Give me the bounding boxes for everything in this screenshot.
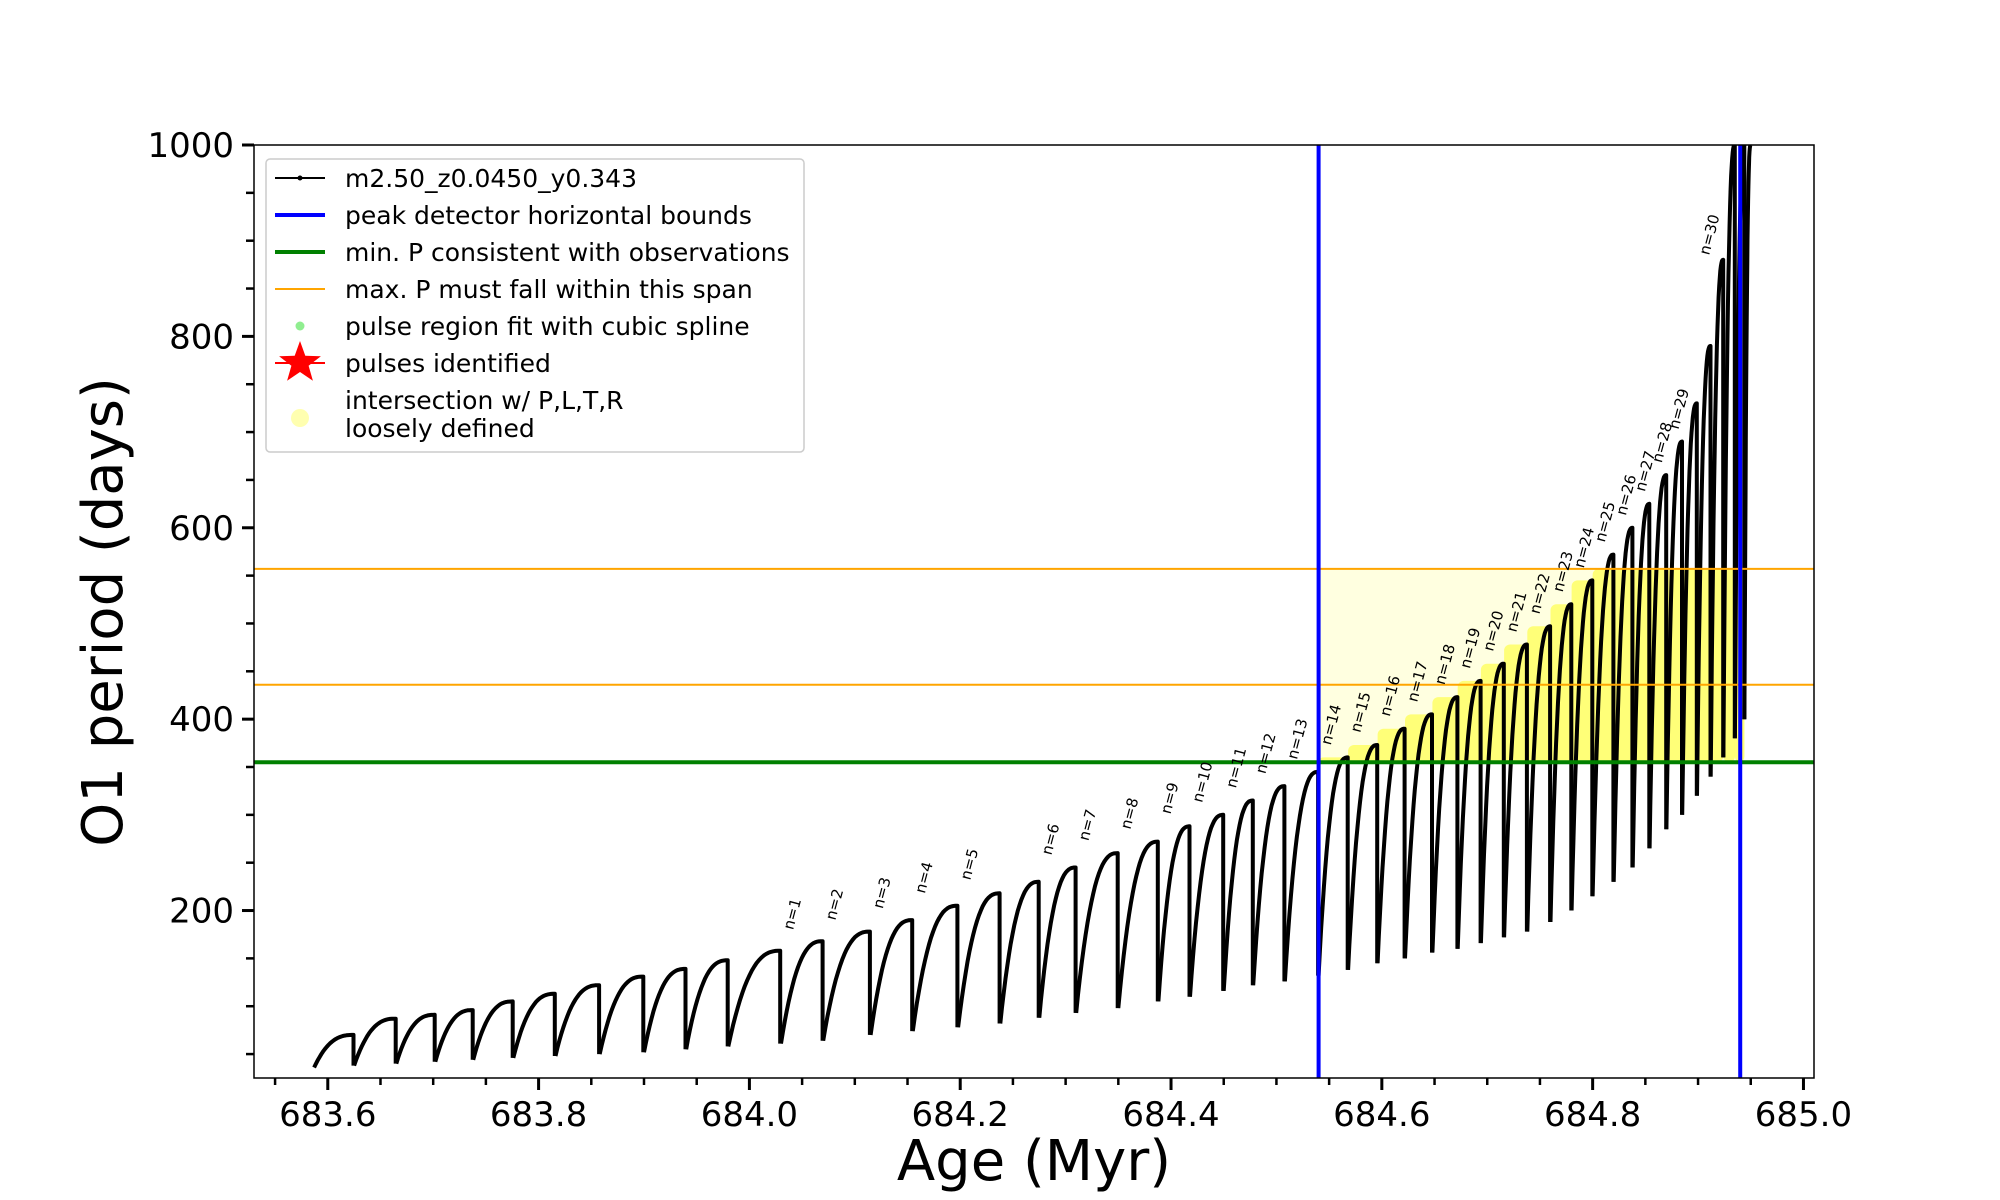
x-tick-label: 683.6 (279, 1095, 376, 1135)
plot-frame (253, 144, 1815, 1079)
period-cycle (1502, 642, 1529, 938)
x-tick-label: 684.8 (1544, 1095, 1641, 1135)
legend-handle-dot (291, 409, 309, 427)
period-cycle (352, 1016, 398, 1067)
period-cycle (1116, 839, 1160, 1009)
period-cycle (511, 991, 557, 1059)
legend-entry: pulses identified (275, 341, 551, 381)
period-cycle (779, 939, 825, 1044)
legend-label: intersection w/ P,L,T,R (345, 386, 624, 415)
intersection-region (1571, 580, 1593, 763)
period-cycle (1188, 812, 1226, 997)
period-cycle (1346, 743, 1380, 971)
period-cycle (1569, 578, 1595, 911)
x-tick-label: 684.6 (1333, 1095, 1430, 1135)
period-cycle (1455, 678, 1483, 949)
period-cycle (1680, 401, 1699, 815)
y-tick-label: 200 (169, 892, 234, 932)
legend-label: peak detector horizontal bounds (345, 201, 752, 230)
x-tick-label: 684.2 (912, 1095, 1009, 1135)
legend-entry: m2.50_z0.0450_y0.343 (275, 164, 637, 193)
period-cycle (433, 1008, 475, 1063)
x-tick-label: 684.0 (701, 1095, 798, 1135)
period-cycle (1664, 439, 1684, 830)
period-cycle (726, 948, 783, 1047)
period-cycle (1548, 602, 1574, 923)
legend-entry: peak detector horizontal bounds (275, 201, 752, 230)
period-cycle (312, 1032, 356, 1069)
legend-label: min. P consistent with observations (345, 238, 790, 267)
period-cycle (1156, 824, 1192, 1002)
x-tick-label: 683.8 (490, 1095, 587, 1135)
axes-layer: 683.6 683.8 684.0 684.2 684.4 684.6 684.8 685.0… (147, 126, 1852, 1135)
period-cycle (394, 1012, 437, 1065)
period-cycle (1037, 865, 1078, 1018)
legend-star-icon (279, 341, 321, 381)
period-cycle (868, 918, 915, 1036)
legend-label: max. P must fall within this span (345, 275, 753, 304)
legend-handle-dot (295, 321, 305, 331)
period-cycle (821, 929, 872, 1042)
period-cycle (1316, 755, 1350, 976)
period-cycle (1721, 145, 1737, 758)
period-cycle (1647, 473, 1669, 849)
period-cycle (1695, 344, 1713, 796)
legend-handle-dot (297, 175, 303, 181)
period-cycle (642, 966, 688, 1053)
period-cycle (1525, 624, 1553, 932)
period-cycle (1221, 798, 1255, 992)
period-cycle (1282, 769, 1321, 982)
period-cycle (956, 891, 1002, 1028)
x-axis-title: Age (Myr) (897, 1129, 1171, 1194)
legend-label: pulses identified (345, 349, 551, 378)
period-cycle (910, 903, 960, 1032)
period-cycle (1611, 525, 1635, 882)
y-tick-label: 1000 (147, 126, 234, 166)
period-cycle (998, 879, 1041, 1024)
y-axis-title: O1 period (days) (71, 377, 136, 847)
x-tick-label: 684.4 (1122, 1095, 1219, 1135)
period-cycle (1630, 501, 1652, 868)
period-cycle (1478, 661, 1506, 944)
y-tick-label: 400 (169, 700, 234, 740)
period-cycle (1074, 851, 1120, 1014)
legend-entry: min. P consistent with observations (275, 238, 790, 267)
period-cycle (471, 999, 515, 1061)
period-series-layer (312, 145, 1753, 1069)
period-cycle (553, 983, 602, 1057)
period-cycle (1403, 712, 1434, 959)
legend-label: pulse region fit with cubic spline (345, 312, 750, 341)
reference-lines-layer (254, 145, 1814, 1078)
period-cycle (684, 958, 730, 1050)
y-tick-label: 800 (169, 317, 234, 357)
period-cycle (597, 974, 646, 1055)
period-cycle (1251, 784, 1287, 986)
period-cycle (1742, 145, 1753, 720)
legend-entry: max. P must fall within this span (275, 275, 753, 304)
legend-label: m2.50_z0.0450_y0.343 (345, 164, 637, 193)
legend-label: loosely defined (345, 414, 535, 443)
intersection-highlight-layer (1318, 568, 1745, 763)
x-tick-label: 685.0 (1755, 1095, 1852, 1135)
period-cycle (1430, 695, 1460, 953)
y-tick-label: 600 (169, 509, 234, 549)
legend-entry: pulse region fit with cubic spline (295, 312, 750, 341)
period-cycle (1708, 257, 1726, 777)
legend-box (265, 158, 805, 453)
